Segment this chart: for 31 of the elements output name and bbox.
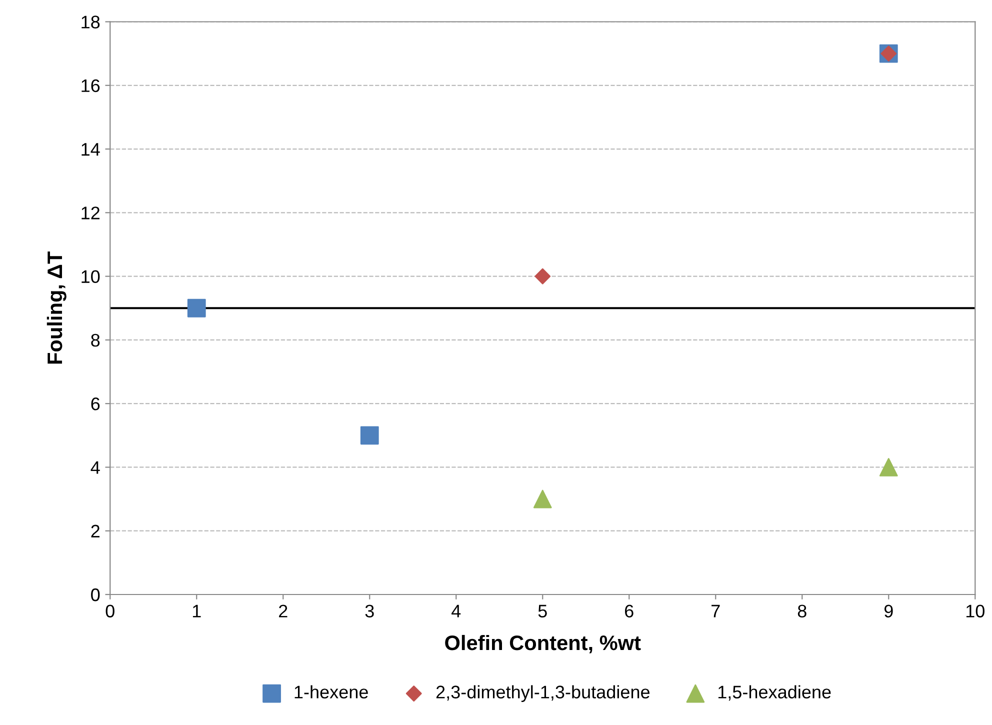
x-tick-label: 10 — [966, 604, 984, 618]
y-tick-label: 18 — [82, 16, 100, 28]
y-tick-label: 12 — [82, 206, 100, 220]
y-tick-label: 8 — [91, 334, 100, 347]
y-tick-label: 0 — [91, 588, 100, 602]
y-tick-label: 2 — [91, 524, 100, 538]
y-tick-label: 6 — [91, 398, 100, 410]
point — [879, 458, 898, 476]
x-axis-title: Olefin Content, %wt — [445, 634, 641, 654]
x-tick-label: 5 — [538, 604, 547, 618]
y-tick-label: 4 — [90, 461, 100, 474]
x-tick-label: 1 — [192, 604, 201, 618]
legend-label: 2,3-dimethyl-1,3-butadiene — [436, 685, 650, 702]
y-axis-title: Fouling, ΔT — [46, 251, 66, 364]
y-tick-label: 10 — [82, 270, 100, 284]
x-tick-label: 3 — [365, 604, 374, 618]
x-tick-label: 7 — [712, 604, 720, 618]
x-tick-label: 8 — [798, 604, 806, 618]
x-tick-label: 2 — [279, 604, 288, 618]
x-tick-label: 0 — [106, 604, 114, 618]
x-tick-label: 6 — [625, 604, 634, 618]
legend-label: 1-hexene — [294, 685, 368, 698]
point — [360, 426, 379, 445]
point — [533, 490, 552, 508]
point — [534, 268, 551, 284]
y-tick-label: 14 — [82, 143, 100, 156]
point — [187, 298, 206, 318]
x-tick-label: 4 — [452, 604, 461, 618]
x-tick-label: 9 — [884, 604, 893, 618]
legend-label: 1,5-hexadiene — [718, 685, 831, 701]
y-tick-label: 16 — [82, 79, 100, 92]
